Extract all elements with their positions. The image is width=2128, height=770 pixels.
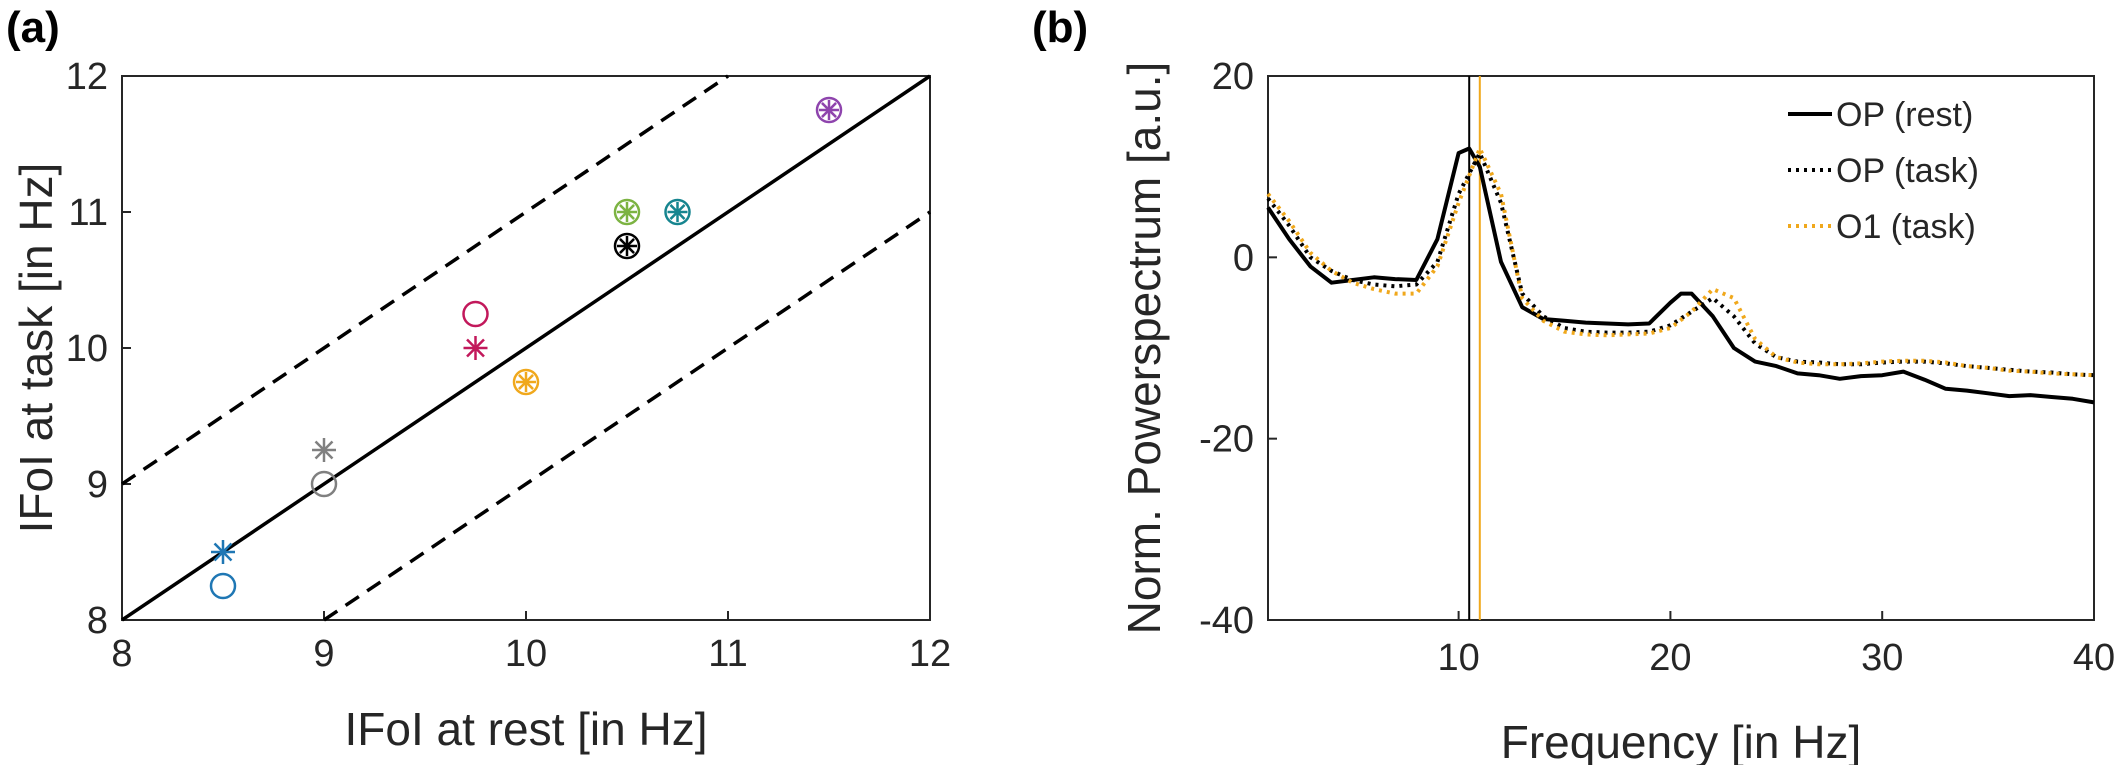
data-point: [613, 198, 641, 226]
legend-b: OP (rest) OP (task) O1 (task): [1788, 96, 1979, 246]
x-tick-label-b: 40: [2073, 637, 2115, 679]
y-tick-label-a: 12: [66, 56, 108, 98]
y-tick-label-b: -20: [1199, 419, 1254, 461]
panel-a-label: (a): [6, 3, 60, 52]
asterisk-stroke: [821, 102, 837, 118]
asterisk-stroke: [314, 440, 334, 460]
scatter-plot-a: 8 9 10 11 12 8 9 10 11 12 IFoI at rest [in Hz] IF…: [10, 56, 951, 755]
point-circle-marker: [462, 300, 489, 328]
y-tick-label-b: 20: [1212, 56, 1254, 98]
point-circle-marker: [613, 198, 641, 226]
x-tick-label-a: 12: [909, 633, 951, 675]
plot-area-b: [1267, 75, 2095, 621]
identity-line: [121, 74, 931, 622]
point-circle-marker: [512, 368, 540, 396]
x-tick-label-a: 9: [313, 633, 334, 675]
asterisk-stroke: [213, 542, 233, 562]
axis-ticks-a: 8 9 10 11 12 8 9 10 11 12: [66, 56, 951, 675]
axis-ticks-b: 10 20 30 40 20 0 -20 -40: [1199, 56, 2115, 679]
data-point: [211, 540, 235, 564]
series-lines-b: [1266, 146, 2095, 405]
data-point: [462, 300, 489, 328]
x-tick-label-a: 10: [505, 633, 547, 675]
panel-b-label: (b): [1032, 3, 1088, 52]
line-plot-b: 10 20 30 40 20 0 -20 -40 OP (rest) OP (task) O1…: [1118, 56, 2115, 768]
asterisk-stroke: [619, 238, 635, 254]
y-tick-label-a: 11: [69, 192, 108, 234]
x-tick-label-a: 11: [708, 633, 747, 675]
x-axis-label-b: Frequency [in Hz]: [1501, 716, 1861, 765]
data-point: [209, 572, 237, 600]
asterisk-stroke: [669, 204, 686, 220]
x-tick-label-a: 8: [111, 633, 132, 675]
data-point: [512, 368, 540, 396]
point-circle-marker: [664, 198, 691, 226]
data-point: [312, 438, 336, 462]
data-point: [310, 470, 338, 498]
y-axis-label-b: Norm. Powerspectrum [a.u.]: [1118, 62, 1170, 635]
y-axis-label-a: IFoI at task [in Hz]: [10, 163, 62, 534]
x-axis-label-a: IFoI at rest [in Hz]: [345, 703, 708, 755]
series-line: [1266, 146, 2095, 378]
asterisk-stroke: [518, 374, 534, 390]
point-circle-marker: [613, 232, 641, 260]
x-tick-label-b: 10: [1437, 637, 1479, 679]
series-line: [1266, 151, 2095, 378]
y-tick-label-a: 9: [87, 464, 108, 506]
legend-label-op-task: OP (task): [1836, 152, 1979, 190]
data-point: [664, 198, 691, 226]
scatter-points-a: [209, 96, 843, 600]
dashed-reference-line: [323, 210, 931, 622]
series-line: [1266, 146, 2095, 405]
point-circle-marker: [310, 470, 338, 498]
data-point: [613, 232, 641, 260]
data-point: [463, 336, 488, 360]
y-tick-label-a: 10: [66, 328, 108, 370]
data-point: [815, 96, 843, 124]
reference-lines-a: [121, 74, 931, 622]
x-tick-label-b: 30: [1861, 637, 1903, 679]
point-circle-marker: [815, 96, 843, 124]
asterisk-stroke: [466, 338, 485, 358]
y-tick-label-b: -40: [1199, 600, 1254, 642]
y-tick-label-a: 8: [87, 600, 108, 642]
asterisk-stroke: [619, 204, 635, 220]
x-tick-label-b: 20: [1649, 637, 1691, 679]
dashed-reference-line: [121, 74, 729, 486]
legend-label-o1-task: O1 (task): [1836, 208, 1976, 246]
point-circle-marker: [209, 572, 237, 600]
y-tick-label-b: 0: [1233, 237, 1254, 279]
legend-label-op-rest: OP (rest): [1836, 96, 1973, 134]
